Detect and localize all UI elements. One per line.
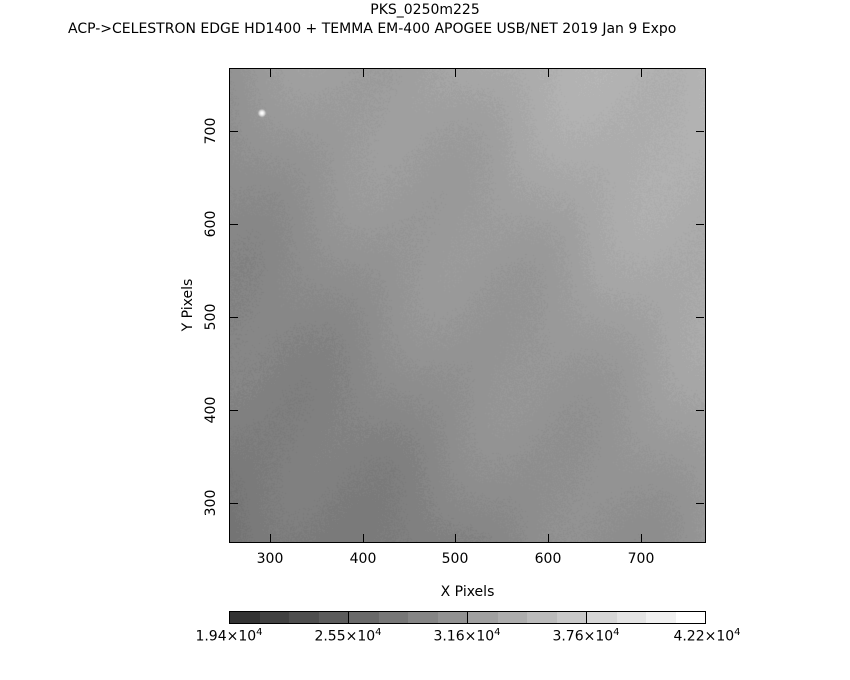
y-tick: [696, 410, 704, 411]
y-tick-label: 500: [203, 303, 219, 331]
colorbar-level: [230, 612, 260, 623]
y-tick: [696, 224, 704, 225]
y-tick: [230, 131, 238, 132]
y-tick: [696, 503, 704, 504]
colorbar-level: [616, 612, 646, 623]
x-tick: [641, 534, 642, 542]
y-tick-label: 700: [203, 117, 219, 145]
colorbar-tick-label: 4.22×104: [673, 627, 741, 645]
x-tick: [641, 69, 642, 77]
colorbar-level: [467, 612, 498, 623]
x-tick: [363, 534, 364, 542]
y-tick: [696, 131, 704, 132]
y-tick-label: 400: [203, 396, 219, 424]
colorbar-level: [527, 612, 557, 623]
y-axis-label: Y Pixels: [180, 278, 196, 332]
colorbar-level: [378, 612, 408, 623]
x-tick-label: 700: [627, 551, 655, 567]
x-tick-label: 600: [534, 551, 562, 567]
x-tick-label: 500: [441, 551, 469, 567]
colorbar-level: [289, 612, 319, 623]
y-tick-label: 600: [203, 210, 219, 238]
x-tick: [548, 534, 549, 542]
x-tick: [455, 69, 456, 77]
x-tick: [363, 69, 364, 77]
image-heatmap: [229, 68, 706, 543]
x-tick-label: 400: [349, 551, 377, 567]
colorbar-level: [675, 612, 705, 623]
colorbar-level: [646, 612, 676, 623]
colorbar-tick-label: 3.16×104: [433, 627, 501, 645]
y-tick: [230, 410, 238, 411]
plot-title: PKS_0250m225: [370, 2, 480, 18]
plot-frame: [229, 68, 706, 543]
y-tick: [230, 317, 238, 318]
x-tick-label: 300: [256, 551, 284, 567]
colorbar: [229, 611, 706, 624]
colorbar-level: [318, 612, 348, 623]
colorbar-level: [437, 612, 467, 623]
x-tick: [270, 534, 271, 542]
x-tick: [548, 69, 549, 77]
colorbar-level: [556, 612, 586, 623]
colorbar-tick-label: 2.55×104: [314, 627, 382, 645]
y-tick-label: 300: [203, 489, 219, 517]
colorbar-tick-label: 3.76×104: [552, 627, 620, 645]
colorbar-level: [586, 612, 617, 623]
x-axis-label: X Pixels: [440, 584, 495, 600]
y-tick: [230, 224, 238, 225]
colorbar-level: [497, 612, 527, 623]
colorbar-tick-label: 1.94×104: [195, 627, 263, 645]
y-tick: [230, 503, 238, 504]
x-tick: [270, 69, 271, 77]
colorbar-level: [259, 612, 289, 623]
colorbar-level: [348, 612, 379, 623]
colorbar-level: [408, 612, 438, 623]
x-tick: [455, 534, 456, 542]
y-tick: [696, 317, 704, 318]
plot-subtitle: ACP->CELESTRON EDGE HD1400 + TEMMA EM-40…: [68, 21, 677, 37]
